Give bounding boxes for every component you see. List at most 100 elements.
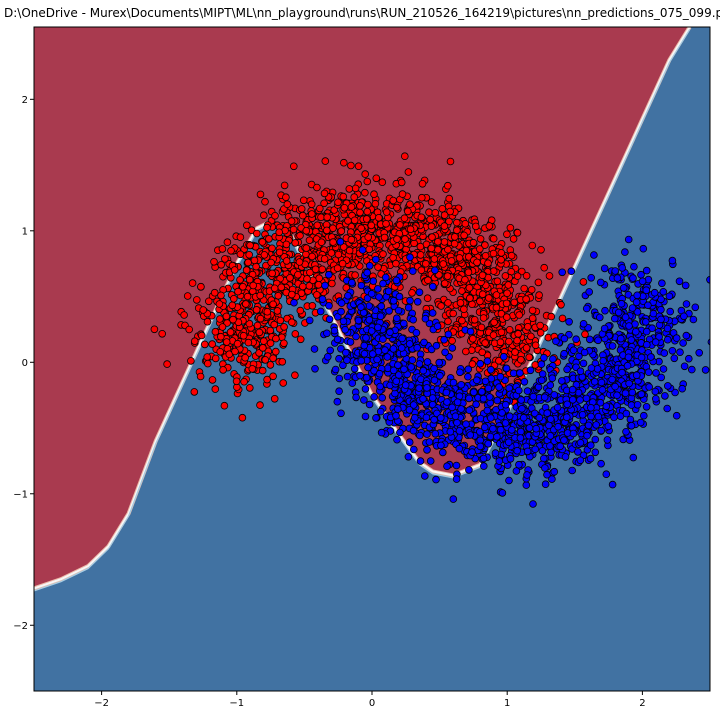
red-data-point (205, 297, 213, 306)
red-data-point (476, 297, 484, 306)
red-data-point (187, 357, 195, 365)
red-data-point (484, 259, 492, 268)
blue-data-point (436, 371, 444, 380)
red-data-point (393, 203, 401, 212)
red-data-point (282, 257, 291, 265)
red-data-point (217, 260, 226, 269)
blue-data-point (663, 324, 672, 333)
red-data-point (417, 266, 426, 275)
blue-data-point (608, 375, 616, 384)
red-data-point (245, 275, 254, 284)
red-data-point (334, 198, 342, 207)
blue-data-point (611, 382, 619, 391)
red-data-point (469, 239, 478, 247)
red-data-point (236, 233, 245, 242)
blue-data-point (599, 356, 607, 365)
red-data-point (226, 328, 235, 336)
red-data-point (444, 245, 452, 254)
red-data-point (408, 289, 416, 297)
red-data-point (291, 239, 300, 247)
blue-data-point (337, 299, 346, 307)
blue-data-point (541, 464, 549, 472)
red-data-point (484, 294, 493, 302)
red-data-point (347, 203, 356, 211)
red-data-point (446, 207, 454, 216)
blue-data-point (611, 267, 619, 275)
blue-data-point (392, 314, 401, 323)
red-data-point (485, 222, 494, 230)
blue-data-point (613, 274, 622, 282)
blue-data-point (431, 266, 439, 275)
blue-data-point (682, 300, 691, 308)
blue-data-point (579, 359, 588, 368)
red-data-point (313, 183, 321, 192)
red-data-point (217, 332, 225, 341)
red-data-point (263, 223, 271, 232)
blue-data-point (608, 342, 617, 350)
red-data-point (222, 312, 231, 321)
blue-data-point (408, 356, 417, 364)
blue-data-point (453, 398, 462, 407)
blue-data-point (587, 403, 595, 412)
red-data-point (298, 211, 307, 220)
blue-data-point (523, 387, 532, 395)
red-data-point (363, 177, 372, 186)
red-data-point (222, 338, 231, 346)
red-data-point (545, 272, 554, 280)
blue-data-point (368, 350, 377, 358)
blue-data-point (578, 410, 587, 419)
red-data-point (497, 249, 506, 257)
red-data-point (249, 281, 258, 290)
blue-data-point (480, 423, 489, 432)
blue-data-point (518, 404, 526, 413)
blue-data-point (614, 308, 623, 317)
red-data-point (322, 226, 331, 235)
blue-data-point (568, 466, 576, 475)
red-data-point (261, 197, 269, 206)
blue-data-point (523, 471, 531, 479)
blue-data-point (529, 392, 538, 401)
red-data-point (210, 257, 218, 266)
red-data-point (268, 269, 277, 278)
blue-data-point (394, 361, 402, 369)
blue-data-point (580, 348, 589, 357)
blue-data-point (441, 348, 449, 357)
red-data-point (430, 255, 439, 263)
decision-boundary (34, 27, 691, 590)
red-data-point (271, 347, 280, 356)
red-data-point (291, 371, 299, 380)
red-data-point (287, 217, 296, 225)
blue-data-point (526, 366, 535, 375)
blue-data-point (644, 301, 652, 310)
red-data-point (339, 192, 348, 201)
blue-data-point (707, 338, 710, 346)
blue-data-point (657, 305, 665, 314)
blue-data-point (373, 285, 382, 293)
blue-data-point (594, 412, 603, 421)
blue-data-point (541, 480, 550, 489)
blue-data-point (501, 419, 510, 427)
red-data-point (522, 344, 531, 352)
red-data-point (440, 222, 449, 230)
red-data-point (275, 248, 284, 257)
red-data-point (444, 317, 452, 326)
blue-data-point (639, 411, 648, 420)
blue-data-point (597, 426, 605, 435)
red-data-point (493, 277, 502, 286)
blue-data-point (479, 462, 488, 470)
red-data-point (307, 210, 316, 218)
red-data-point (329, 238, 337, 246)
blue-data-point (621, 248, 629, 256)
red-data-point (297, 205, 306, 213)
red-data-point (163, 360, 171, 368)
red-data-point (540, 263, 548, 272)
red-data-point (269, 372, 277, 381)
red-data-point (362, 215, 371, 223)
red-data-point (364, 233, 373, 241)
blue-data-point (356, 371, 364, 380)
blue-data-point (423, 384, 431, 392)
blue-data-point (395, 292, 404, 301)
blue-data-point (610, 314, 619, 323)
red-data-point (261, 356, 270, 364)
blue-data-point (691, 303, 700, 312)
